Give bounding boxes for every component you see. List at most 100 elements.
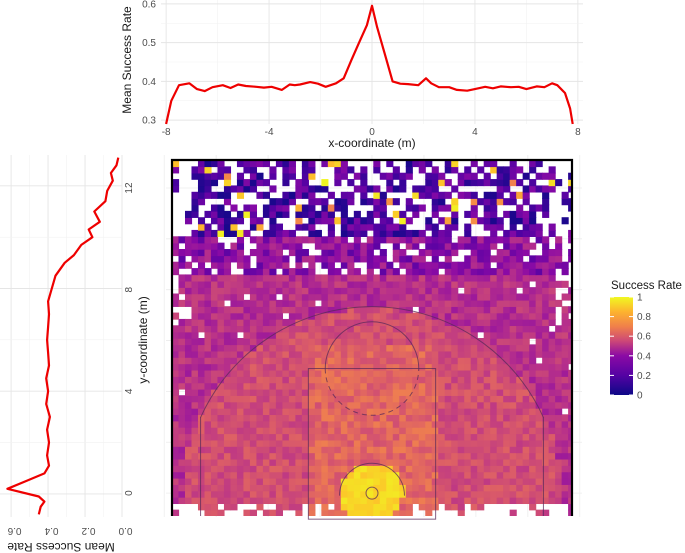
top-x-tick-label: -4 [265, 127, 274, 138]
heatmap-cell [334, 166, 342, 174]
heatmap-cell [457, 299, 465, 307]
heatmap-cell [360, 376, 368, 384]
heatmap-cell [522, 312, 530, 320]
heatmap-cell [561, 446, 569, 454]
heatmap-cell [555, 331, 563, 339]
heatmap-cell [288, 242, 296, 250]
heatmap-cell [366, 344, 374, 352]
heatmap-cell [236, 344, 245, 352]
heatmap-cell [204, 236, 212, 244]
heatmap-cell [256, 458, 264, 466]
heatmap-cell [262, 210, 270, 218]
heatmap-cell [392, 229, 400, 238]
heatmap-cell [308, 274, 316, 282]
heatmap-cell [412, 388, 420, 396]
heatmap-cell [178, 325, 186, 333]
heatmap-cell [288, 312, 296, 320]
heatmap-cell [197, 299, 206, 307]
heatmap-cell [568, 395, 572, 403]
heatmap-cell [340, 318, 348, 327]
heatmap-cell [438, 407, 446, 416]
heatmap-cell [230, 280, 238, 288]
heatmap-cell [444, 223, 452, 231]
top-y-ticks: 0.30.40.50.6 [142, 0, 156, 127]
heatmap-cell [503, 496, 511, 505]
heatmap-cell [191, 204, 199, 212]
heatmap-cell [184, 452, 193, 460]
heatmap-cell [561, 401, 569, 409]
heatmap-cell [353, 465, 361, 473]
heatmap-cell [210, 293, 219, 301]
heatmap-cell [405, 172, 413, 180]
heatmap-cell [444, 376, 452, 384]
heatmap-cell [360, 249, 368, 257]
heatmap-cell [412, 331, 420, 339]
heatmap-cell [249, 420, 258, 428]
heatmap-cell [256, 350, 264, 358]
heatmap-cell [548, 172, 556, 180]
heatmap-cell [360, 217, 368, 225]
heatmap-cell [483, 369, 491, 377]
heatmap-cell [438, 357, 446, 365]
heatmap-cell [373, 242, 381, 250]
heatmap-cell [321, 376, 329, 384]
heatmap-cell [262, 318, 270, 327]
heatmap-cell [438, 217, 446, 225]
heatmap-cell [184, 299, 193, 307]
heatmap-cell [334, 369, 342, 377]
heatmap-cell [314, 382, 322, 390]
heatmap-cell [451, 261, 459, 269]
heatmap-cell [262, 160, 270, 168]
heatmap-cell [431, 357, 439, 365]
heatmap-cell [464, 376, 472, 384]
heatmap-cell [249, 236, 258, 244]
heatmap-cell [399, 350, 407, 358]
heatmap-cell [503, 344, 511, 352]
heatmap-cell [503, 433, 511, 441]
heatmap-cell [262, 229, 270, 238]
heatmap-cell [321, 299, 329, 307]
heatmap-cell [347, 369, 355, 377]
heatmap-cell [191, 191, 199, 199]
heatmap-cell [256, 484, 264, 492]
heatmap-cell [249, 382, 258, 390]
heatmap-cell [509, 249, 517, 257]
heatmap-cell [425, 338, 433, 346]
heatmap-cell [431, 331, 439, 339]
heatmap-cell [327, 338, 335, 346]
colorbar-title: Success Rate [611, 280, 682, 292]
heatmap-cell [470, 452, 478, 460]
heatmap-cell [470, 350, 478, 358]
heatmap-cell [184, 388, 193, 396]
heatmap-cell [477, 382, 485, 390]
heatmap-cell [386, 496, 394, 505]
heatmap-cell [535, 388, 543, 396]
heatmap-cell [327, 261, 335, 269]
heatmap-cell [522, 293, 530, 301]
heatmap-cell [295, 382, 303, 390]
heatmap-cell [418, 204, 426, 212]
heatmap-cell [529, 395, 537, 403]
heatmap-cell [444, 242, 452, 250]
heatmap-cell [191, 249, 199, 257]
heatmap-cell [464, 287, 472, 295]
heatmap-cell [405, 496, 413, 505]
heatmap-cell [172, 420, 180, 428]
heatmap-cell [197, 166, 206, 174]
heatmap-cell [509, 179, 517, 187]
heatmap-cell [477, 496, 485, 505]
heatmap-cell [288, 503, 296, 511]
top-y-tick-label: 0.6 [142, 0, 156, 10]
heatmap-cell [379, 477, 387, 485]
heatmap-cell [535, 172, 543, 180]
heatmap-cell [217, 280, 225, 288]
heatmap-cell [217, 229, 225, 238]
heatmap-cell [399, 509, 407, 516]
heatmap-cell [353, 331, 361, 339]
heatmap-cell [457, 465, 465, 473]
heatmap-cell [262, 261, 270, 269]
heatmap-cell [327, 427, 335, 435]
heatmap-cell [457, 363, 465, 371]
heatmap-cell [509, 318, 517, 327]
